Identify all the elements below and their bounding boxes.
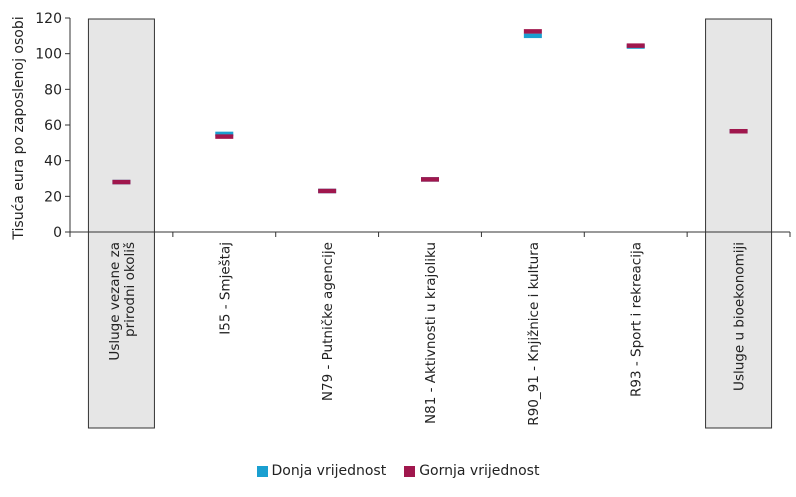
legend-label-lower: Donja vrijednost xyxy=(271,463,387,479)
legend-swatch-lower xyxy=(256,465,268,477)
y-tick-label: 0 xyxy=(53,225,62,241)
category-label-4: R90_91 - Knjižnice i kultura xyxy=(526,242,542,426)
y-tick-label: 100 xyxy=(35,47,62,63)
y-tick-label: 60 xyxy=(44,118,62,134)
category-label-line: N81 - Aktivnosti u krajoliku xyxy=(423,242,439,424)
mark-upper-0 xyxy=(112,179,131,185)
highlight-box-0 xyxy=(87,18,155,429)
y-tick-label: 80 xyxy=(44,82,62,98)
legend-swatch-upper xyxy=(404,465,416,477)
mark-upper-1 xyxy=(215,134,234,139)
category-label-5: R93 - Sport i rekreacija xyxy=(629,242,645,397)
category-label-line: N79 - Putničke agencije xyxy=(320,242,336,401)
mark-upper-5 xyxy=(626,43,645,48)
mark-upper-2 xyxy=(318,188,337,194)
category-label-line: I55 - Smještaj xyxy=(217,242,233,335)
y-tick-labels: 0 20 40 60 80 100 120 xyxy=(35,11,62,241)
highlight-boxes xyxy=(87,18,773,429)
legend-item-lower: Donja vrijednost xyxy=(256,463,387,479)
category-label-line: R93 - Sport i rekreacija xyxy=(629,242,645,397)
data-marks xyxy=(112,29,748,194)
y-tick-label: 40 xyxy=(44,154,62,170)
category-label-line: R90_91 - Knjižnice i kultura xyxy=(526,242,542,426)
mark-lower-1 xyxy=(215,131,234,137)
y-tick-label: 20 xyxy=(44,189,62,205)
mark-upper-6 xyxy=(729,128,748,134)
category-label-1: I55 - Smještaj xyxy=(217,242,233,335)
legend-item-upper: Gornja vrijednost xyxy=(404,463,539,479)
y-tick-label: 120 xyxy=(35,11,62,27)
category-labels: Usluge vezane za prirodni okoliš I55 - Smj… xyxy=(107,242,748,426)
category-label-3: N81 - Aktivnosti u krajoliku xyxy=(423,242,439,424)
category-label-6: Usluge u bioekonomiji xyxy=(732,242,748,391)
legend: Donja vrijednost Gornja vrijednost xyxy=(0,463,796,479)
axes xyxy=(65,17,791,237)
mark-lower-4 xyxy=(523,33,542,39)
category-label-line: Usluge vezane za xyxy=(107,242,123,361)
highlight-box-6 xyxy=(705,18,773,429)
legend-label-upper: Gornja vrijednost xyxy=(419,463,540,479)
mark-upper-4 xyxy=(523,29,542,34)
category-label-line: Usluge u bioekonomiji xyxy=(732,242,748,391)
y-axis-title: Tisuća eura po zaposlenoj osobi xyxy=(11,16,27,240)
mark-upper-3 xyxy=(421,177,439,182)
category-label-line: prirodni okoliš xyxy=(122,242,138,337)
category-label-2: N79 - Putničke agencije xyxy=(320,242,336,401)
category-label-0: Usluge vezane za prirodni okoliš xyxy=(107,242,138,361)
